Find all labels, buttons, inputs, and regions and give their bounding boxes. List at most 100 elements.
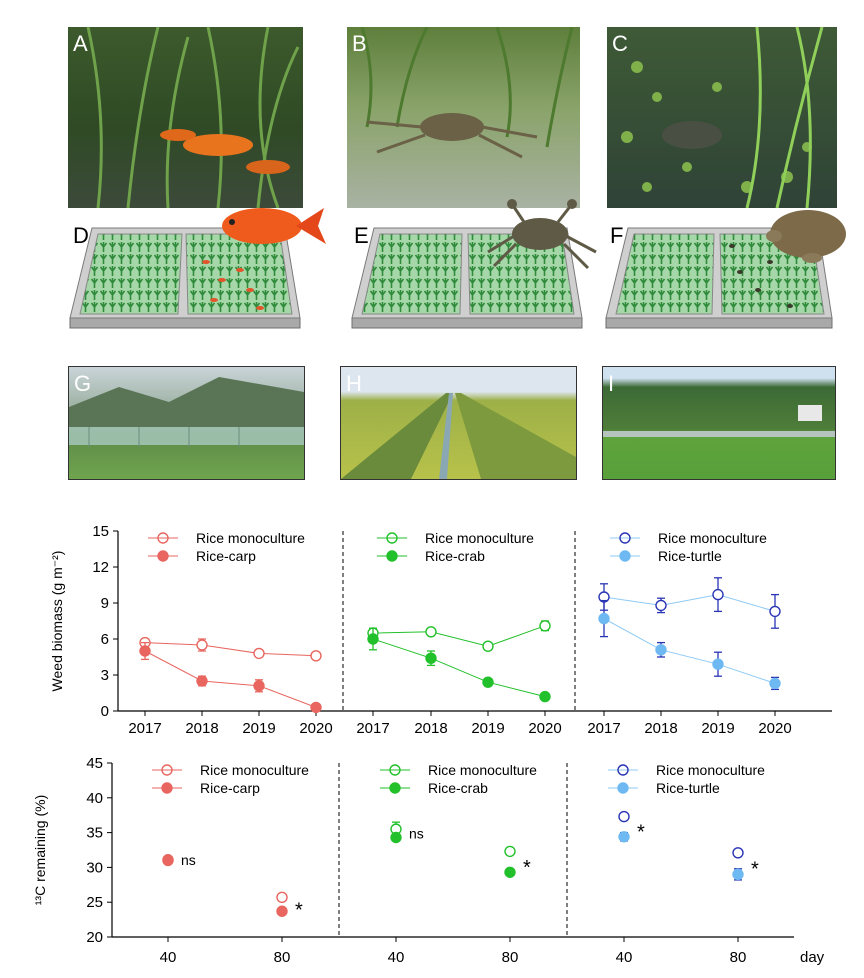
x-tick-label: 2019 (471, 720, 504, 737)
legend-label: Rice-crab (425, 548, 485, 564)
panel-label: E (354, 223, 369, 248)
data-point (390, 831, 402, 844)
carp-illustration (222, 208, 326, 244)
legend-label: Rice-turtle (658, 548, 722, 564)
y-tick-label: 40 (86, 790, 103, 807)
data-point (253, 680, 265, 692)
diagram-e (351, 199, 597, 329)
legend-label: Rice monoculture (428, 762, 537, 778)
series-line (603, 618, 776, 684)
legend-label: Rice monoculture (656, 762, 765, 778)
significance-label: * (523, 857, 531, 879)
legend-marker (157, 550, 169, 562)
x-tick-label: 2019 (701, 720, 734, 737)
data-point (732, 868, 744, 881)
y-tick-label: 0 (101, 703, 109, 720)
photo-c-illustration (621, 27, 824, 208)
x-tick-label: 2017 (356, 720, 389, 737)
y-axis-title: Weed biomass (g m⁻²) (49, 551, 65, 692)
series-line (144, 642, 317, 657)
legend-marker (386, 550, 398, 562)
data-point (618, 810, 630, 823)
y-tick-label: 20 (86, 929, 103, 946)
data-point (539, 620, 551, 632)
x-axis-unit: day (800, 949, 825, 966)
data-point (196, 675, 208, 687)
panel-label: C (612, 31, 628, 56)
data-point (769, 677, 781, 690)
series-line (603, 594, 776, 612)
series-line (372, 625, 546, 647)
legend-marker (617, 764, 629, 776)
y-tick-label: 15 (92, 523, 109, 540)
photo-panel-a: A (68, 27, 303, 208)
data-point (310, 650, 322, 662)
x-tick-label: 2018 (644, 720, 677, 737)
x-tick-label: 2020 (299, 720, 332, 737)
panel-label: F (610, 223, 624, 248)
x-tick-label: 80 (274, 949, 291, 966)
crab-illustration (487, 199, 597, 270)
x-tick-label: 80 (502, 949, 519, 966)
data-point (162, 854, 174, 867)
y-tick-label: 6 (101, 631, 109, 648)
legend-marker (389, 764, 401, 776)
x-tick-label: 2018 (414, 720, 447, 737)
x-tick-label: 2020 (758, 720, 791, 737)
panel-label: G (74, 371, 92, 396)
data-point (539, 690, 551, 703)
diagram-layer (69, 199, 846, 329)
y-tick-label: 12 (92, 559, 109, 576)
photo-panel-i: I (602, 366, 836, 480)
y-tick-label: 35 (86, 825, 103, 842)
x-tick-label: 2018 (185, 720, 218, 737)
y-tick-label: 3 (101, 667, 109, 684)
data-point (655, 644, 667, 656)
data-point (504, 866, 516, 878)
data-point (482, 640, 494, 652)
diagram-d (69, 208, 326, 329)
legend-label: Rice-turtle (656, 780, 720, 796)
turtle-illustration (766, 210, 846, 263)
legend-label: Rice monoculture (425, 530, 534, 546)
photo-g-illustration (69, 377, 304, 447)
legend-marker (161, 764, 173, 776)
data-point (425, 652, 437, 664)
significance-label: ns (409, 825, 424, 841)
data-point (504, 845, 516, 858)
data-point (712, 658, 724, 670)
photo-h-illustration (341, 393, 576, 479)
x-tick-label: 40 (160, 949, 177, 966)
data-point (253, 647, 265, 660)
data-point (425, 626, 437, 638)
legend-label: Rice monoculture (658, 530, 767, 546)
x-tick-label: 40 (388, 949, 405, 966)
legend-label: Rice monoculture (196, 530, 305, 546)
data-point (598, 612, 610, 625)
data-point (367, 633, 379, 645)
photo-panel-b: B (347, 27, 580, 208)
photo-panel-h: H (340, 366, 577, 480)
data-point (276, 905, 288, 917)
data-point (310, 701, 322, 714)
legend-marker (619, 532, 631, 544)
significance-label: ns (181, 852, 196, 868)
legend-label: Rice-carp (196, 548, 256, 564)
photo-i-illustration (603, 405, 835, 437)
data-point (618, 831, 630, 843)
data-point (139, 645, 151, 657)
legend-label: Rice monoculture (200, 762, 309, 778)
y-tick-label: 45 (86, 755, 103, 772)
panel-label: A (73, 31, 88, 56)
diagram-f (605, 210, 846, 329)
y-tick-label: 30 (86, 859, 103, 876)
y-tick-label: 9 (101, 595, 109, 612)
panel-label: H (346, 371, 362, 396)
legend-marker (161, 782, 173, 794)
y-tick-label: 25 (86, 894, 103, 911)
data-point (732, 847, 744, 859)
photo-b-illustration (360, 27, 574, 159)
photo-panel-c: C (607, 27, 837, 208)
legend-marker (619, 550, 631, 562)
